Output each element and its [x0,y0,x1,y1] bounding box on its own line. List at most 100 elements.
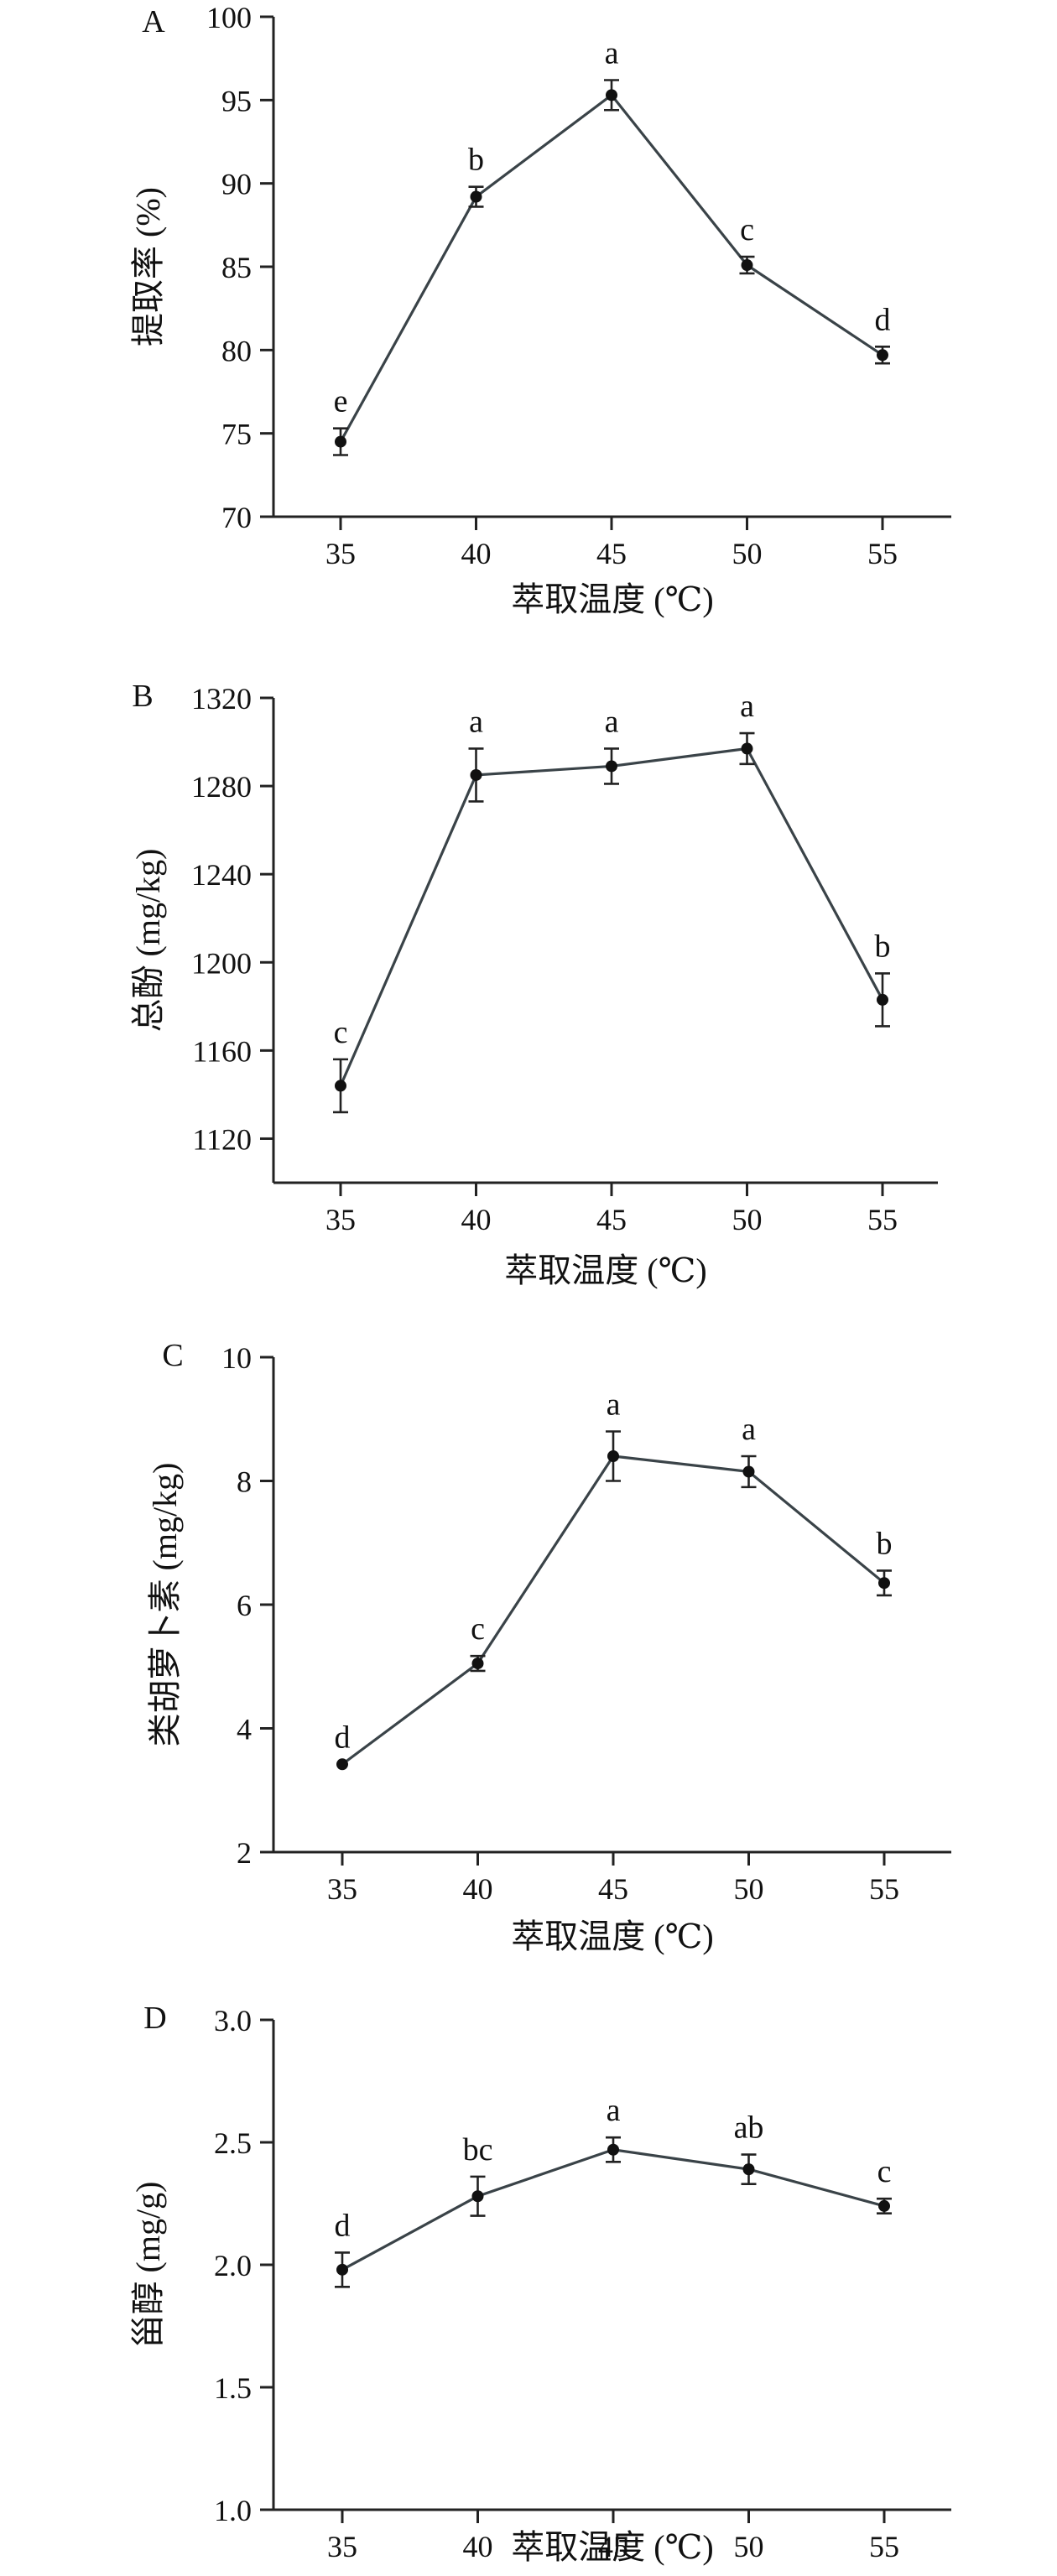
data-point [878,1577,890,1590]
y-tick-label: 6 [237,1589,252,1622]
y-tick-label: 4 [237,1713,252,1746]
chart-panel-a: 70 75 80 85 90 95 100 35 40 45 50 55 萃取温度 (℃) 提取率 (%)… [129,1,951,618]
panel-label: D [143,2001,166,2036]
y-tick-label: 90 [221,168,252,201]
x-tick-label: 45 [598,1872,628,1906]
significance-label: c [471,1611,485,1647]
data-point [741,742,753,755]
x-tick-label: 40 [461,1203,492,1236]
significance-label: c [334,1015,348,1050]
data-point [741,259,753,272]
data-point [878,2199,890,2212]
significance-label: b [468,143,484,178]
y-tick-label: 1280 [191,770,252,804]
x-tick-label: 40 [461,537,492,570]
significance-label: a [607,1387,621,1423]
significance-label: c [740,212,754,247]
panel-label: B [132,679,153,714]
x-tick-label: 50 [734,2530,764,2563]
significance-label: ab [734,2110,764,2146]
y-tick-label: 85 [221,251,252,284]
x-tick-label: 35 [325,1203,356,1236]
y-tick-label: 1120 [192,1122,252,1156]
y-tick-label: 1160 [192,1034,252,1068]
panel-label: A [142,4,165,39]
significance-label: d [875,302,891,337]
data-point [335,435,346,448]
x-tick-label: 50 [732,1203,763,1236]
significance-label: e [334,384,348,419]
significance-label: a [605,704,619,739]
y-axis-title: 总酚 (mg/kg) [129,849,167,1033]
x-tick-label: 55 [867,1203,898,1236]
chart-panel-c: 2 4 6 8 10 35 40 45 50 55 萃取温度 (℃) 类胡萝卜素 (mg/kg) Cd c… [146,1338,951,1955]
data-point [877,349,888,362]
data-point [607,1450,619,1462]
data-point [606,760,617,773]
data-point [470,768,482,781]
series-line [341,2148,885,2272]
x-tick-label: 55 [869,2530,899,2563]
y-tick-label: 80 [221,334,252,367]
y-tick-label: 1.0 [214,2494,252,2527]
x-tick-label: 35 [325,537,356,570]
data-point [606,89,617,101]
significance-label: b [877,1526,893,1561]
series-line [339,93,883,443]
data-point [742,2163,755,2176]
significance-label: a [607,2093,621,2128]
x-tick-label: 35 [327,2530,357,2563]
x-tick-label: 45 [596,1203,627,1236]
x-tick-label: 45 [598,2530,628,2563]
significance-label: a [742,1412,756,1447]
data-point [742,1465,755,1478]
significance-label: c [877,2154,892,2189]
x-axis-title: 萃取温度 (℃) [511,2528,713,2566]
y-tick-label: 95 [221,84,252,117]
y-axis-title: 类胡萝卜素 (mg/kg) [146,1463,184,1747]
x-axis-title: 萃取温度 (℃) [504,1252,706,1289]
data-point [336,2263,348,2276]
panel-label: C [162,1338,183,1373]
y-axis-title: 提取率 (%) [129,187,167,346]
x-tick-label: 55 [867,537,898,570]
data-point [607,2143,619,2156]
y-tick-label: 1240 [191,858,252,892]
x-tick-label: 50 [734,1872,764,1906]
data-point [877,993,888,1006]
data-point [471,2190,484,2203]
significance-label: a [740,689,754,724]
y-tick-label: 2.0 [214,2249,252,2282]
y-tick-label: 8 [237,1465,252,1499]
significance-label: d [335,2208,351,2243]
series-line [339,747,884,1087]
data-point [471,1657,484,1670]
chart-panel-d: 1.0 1.5 2.0 2.5 3.0 35 40 45 50 55 萃取温度 (℃) 甾醇 (mg/… [129,2001,951,2566]
x-tick-label: 40 [463,1872,493,1906]
data-point [470,190,482,203]
y-axis-title: 甾醇 (mg/g) [129,2182,167,2349]
y-tick-label: 1320 [191,682,252,716]
y-tick-label: 100 [206,1,252,34]
y-tick-label: 2 [237,1836,252,1870]
significance-label: a [469,704,483,739]
x-tick-label: 40 [463,2530,493,2563]
x-axis-title: 萃取温度 (℃) [511,580,713,618]
significance-label: d [335,1720,351,1755]
x-tick-label: 35 [327,1872,357,1906]
y-tick-label: 10 [221,1341,252,1375]
y-tick-label: 70 [221,501,252,534]
x-tick-label: 55 [869,1872,899,1906]
x-tick-label: 50 [732,537,763,570]
y-tick-label: 1200 [191,946,252,980]
significance-label: bc [463,2132,493,2167]
series-line [341,1455,886,1766]
y-tick-label: 3.0 [214,2004,252,2037]
y-tick-label: 1.5 [214,2371,252,2405]
data-point [335,1080,346,1092]
data-point [336,1758,348,1771]
x-axis-title: 萃取温度 (℃) [511,1918,713,1955]
y-tick-label: 75 [221,418,252,451]
chart-panel-b: 1120 1160 1200 1240 1280 1320 35 40 45 50 55 萃取温度 (… [129,679,938,1289]
